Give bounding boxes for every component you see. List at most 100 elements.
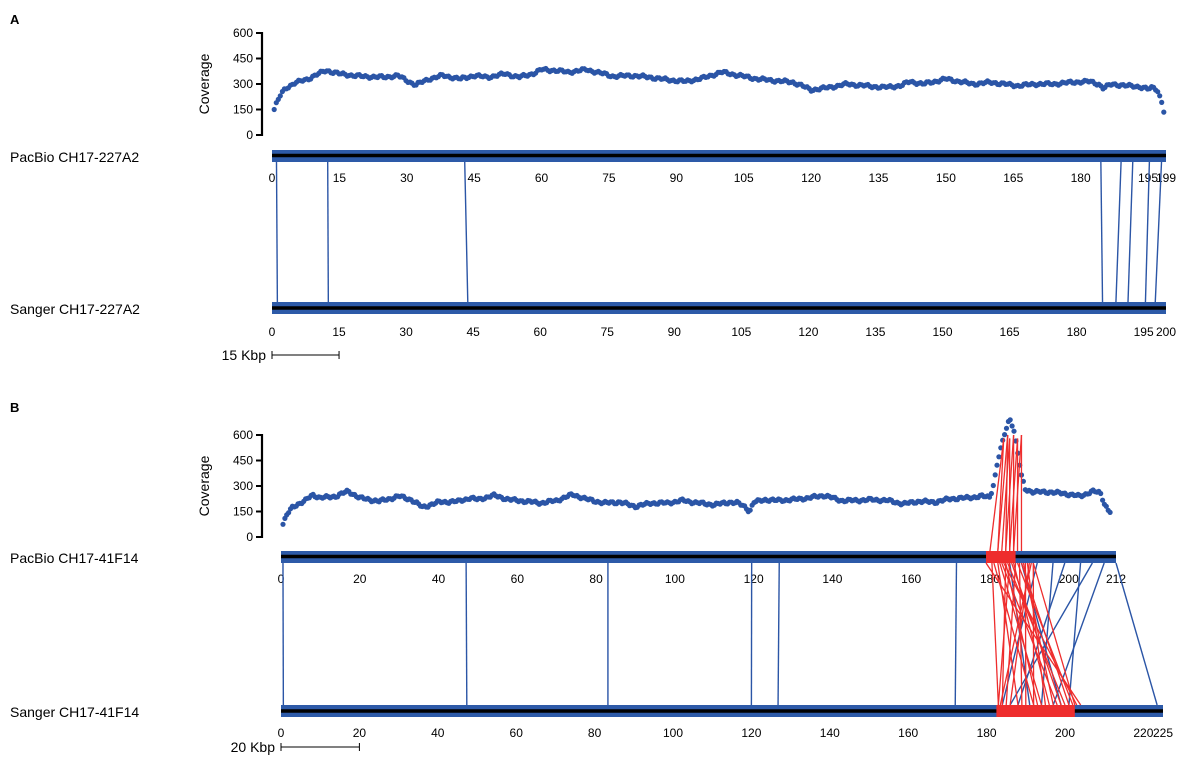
track-tick-label: 199 [1156,171,1176,185]
coverage-point [271,106,277,113]
coverage-point [1100,497,1106,503]
track-tick-label: 150 [936,171,956,185]
coverage-ytick-label: 150 [233,505,253,519]
coverage-ytick-label: 0 [246,530,253,544]
red-peak-line [1001,438,1011,552]
red-peak-line [989,438,1005,552]
coverage-y-label: Coverage [196,455,212,516]
track-tick-label: 0 [278,726,285,740]
alignment-line-blue [464,161,469,303]
track-tick-label: 80 [588,726,602,740]
track-tick-label: 165 [1003,171,1023,185]
track-tick-label: 220 [1133,726,1153,740]
coverage-point [994,462,1000,468]
track-tick-label: 40 [432,572,446,586]
coverage-point [1003,425,1010,431]
alignment-line-red [991,562,1000,706]
alignment-line-blue [777,562,780,706]
alignment-line-blue [465,562,468,706]
track-tick-label: 200 [1059,572,1079,586]
coverage-point [1002,432,1008,438]
track-tick-label: 15 [333,171,347,185]
track-tick-label: 200 [1055,726,1075,740]
alignment-line-blue [1115,161,1122,303]
track-tick-label: 20 [353,572,367,586]
coverage-point [286,510,292,516]
coverage-point [990,482,996,489]
track-tick-label: 60 [534,325,548,339]
alignment-line-red [997,562,1011,706]
coverage-point [988,490,995,497]
track-tick-label: 105 [731,325,751,339]
track-tick-label: 40 [431,726,445,740]
coverage-point [1159,99,1165,105]
coverage-point [1007,417,1013,423]
red-block-top [986,551,1016,563]
coverage-point [1107,509,1113,515]
alignment-line-red [1032,562,1076,706]
red-peak-line [1005,434,1015,552]
track-tick-label: 75 [601,325,615,339]
track-tick-label: 0 [278,572,285,586]
track-tick-label: 90 [670,171,684,185]
track-label: Sanger CH17-41F14 [10,704,139,720]
track-tick-label: 45 [467,171,481,185]
coverage-point [1011,428,1017,434]
alignment-line-blue [1009,562,1093,706]
track-tick-label: 160 [898,726,918,740]
coverage-ytick-label: 300 [233,77,253,91]
alignment-line-red [993,562,1035,706]
coverage-point [996,454,1002,460]
coverage-point [992,472,998,478]
track-tick-label: 90 [668,325,682,339]
alignment-line-blue [1052,562,1105,706]
coverage-ytick-label: 600 [233,428,253,442]
track-tick-label: 195 [1134,325,1154,339]
alignment-line-red [1022,562,1054,706]
red-peak-line [1009,438,1019,552]
track-tick-label: 120 [798,325,818,339]
coverage-y-label: Coverage [196,53,212,114]
alignment-line-red [1005,562,1039,706]
alignment-line-blue [1127,161,1134,303]
track-tick-label: 195 [1138,171,1158,185]
track-tick-label: 60 [511,572,525,586]
track-tick-label: 100 [665,572,685,586]
track-tick-label: 100 [663,726,683,740]
coverage-ytick-label: 450 [233,454,253,468]
coverage-ytick-label: 600 [233,26,253,40]
alignment-line-red [1005,562,1017,706]
track-tick-label: 120 [801,171,821,185]
track-tick-label: 180 [1071,171,1091,185]
red-peak-line [997,434,1009,552]
track-tick-label: 200 [1156,325,1176,339]
track-label: Sanger CH17-227A2 [10,301,140,317]
track-tick-label: 150 [932,325,952,339]
alignment-line-blue [1144,161,1151,303]
track-tick-label: 212 [1106,572,1126,586]
panel-label: A [10,12,20,27]
coverage-point [277,93,283,99]
track-tick-label: 120 [744,572,764,586]
alignment-line-blue [1100,161,1104,303]
alignment-line-blue [954,562,958,706]
scale-bar-label: 20 Kbp [231,739,276,755]
track-tick-label: 75 [602,171,616,185]
track-tick-label: 60 [510,726,524,740]
coverage-ytick-label: 150 [233,103,253,117]
track-tick-label: 80 [589,572,603,586]
scale-bar-label: 15 Kbp [222,347,267,363]
track-tick-label: 140 [822,572,842,586]
track-tick-label: 225 [1153,726,1173,740]
track-tick-label: 45 [466,325,480,339]
track-tick-label: 15 [332,325,346,339]
coverage-point [1161,109,1167,115]
coverage-ytick-label: 450 [233,52,253,66]
track-tick-label: 160 [901,572,921,586]
coverage-point [1009,423,1015,429]
track-tick-label: 105 [734,171,754,185]
coverage-ytick-label: 0 [246,128,253,142]
alignment-line-blue [1154,161,1163,303]
